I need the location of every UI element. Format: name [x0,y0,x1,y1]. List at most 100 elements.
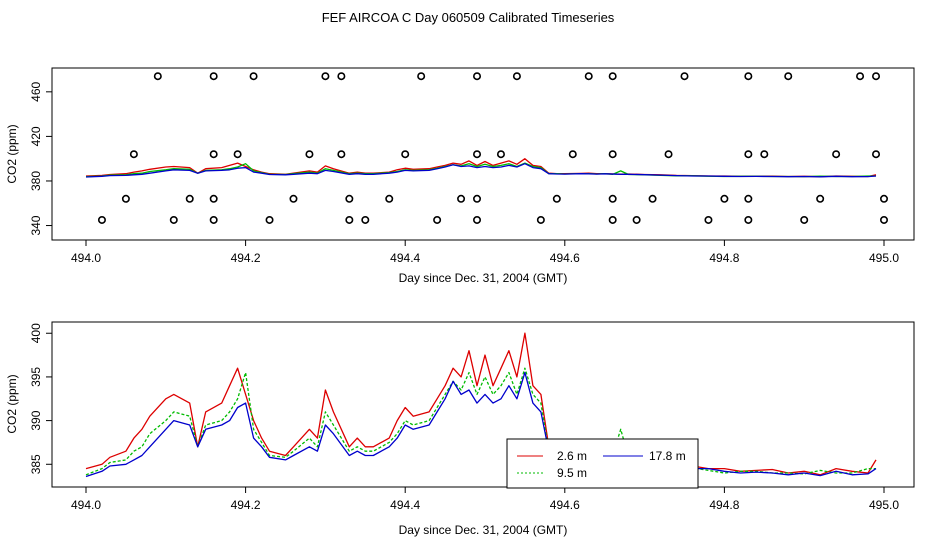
top-marker-point [97,215,106,224]
top-y-axis: 340 380 420 460 [29,81,52,236]
bottom-x-tick-label: 494.6 [550,498,580,512]
bottom-x-tick-label: 495.0 [869,498,899,512]
top-marker-point [473,194,482,203]
top-x-tick-label: 494.2 [231,251,261,265]
bottom-x-tick-label: 494.4 [390,498,420,512]
bottom-y-tick-label: 400 [29,323,43,343]
top-marker-point [744,150,753,159]
legend-box [506,438,699,489]
series-line-2-6-m [85,332,877,476]
top-marker-point [457,194,466,203]
top-marker-point [568,150,577,159]
top-plot-frame [51,67,915,241]
bottom-y-axis-label: CO2 (ppm) [5,374,19,433]
top-marker-point [473,72,482,81]
legend-label-9-5m: 9.5 m [557,466,587,480]
bottom-y-axis: 385 390 395 400 [29,323,52,474]
top-marker-point [433,215,442,224]
bottom-y-tick-label: 390 [29,410,43,430]
top-marker-point [345,194,354,203]
bottom-y-tick-label: 385 [29,454,43,474]
top-marker-point [872,72,881,81]
top-x-tick-label: 494.4 [390,251,420,265]
series-line-17-8-m [85,371,877,478]
top-marker-point [121,194,130,203]
top-marker-point [816,194,825,203]
top-marker-point [680,72,689,81]
top-marker-point [209,194,218,203]
top-series-line-17-8-m [85,163,877,178]
top-y-tick-label: 380 [29,171,43,191]
top-marker-point [473,150,482,159]
top-y-tick-label: 460 [29,81,43,101]
top-marker-point [129,150,138,159]
top-marker-point [608,72,617,81]
top-marker-point [664,150,673,159]
top-marker-point [608,215,617,224]
top-marker-point [233,150,242,159]
top-marker-point [361,215,370,224]
top-marker-point [608,150,617,159]
top-y-tick-label: 420 [29,126,43,146]
top-lines [85,158,877,178]
top-x-tick-label: 494.8 [709,251,739,265]
top-marker-point [385,194,394,203]
top-marker-point [185,194,194,203]
top-marker-point [153,72,162,81]
top-x-axis-label: Day since Dec. 31, 2004 (GMT) [399,271,568,285]
top-marker-point [744,72,753,81]
top-marker-point [584,72,593,81]
top-marker-point [744,215,753,224]
bottom-x-axis-label: Day since Dec. 31, 2004 (GMT) [399,523,568,537]
top-x-tick-label: 494.0 [71,251,101,265]
top-marker-point [496,150,505,159]
top-marker-point [800,215,809,224]
top-marker-point [648,194,657,203]
top-marker-point [760,150,769,159]
bottom-series-lines [85,332,877,478]
bottom-line-panel: 494.0 494.2 494.4 494.6 494.8 495.0 385 390 395… [5,321,915,537]
top-scatter-panel: 494.0 494.2 494.4 494.6 494.8 495.0 340 380 420… [5,67,915,285]
top-y-axis-label: CO2 (ppm) [5,124,19,183]
bottom-y-tick-label: 395 [29,367,43,387]
top-x-tick-label: 495.0 [869,251,899,265]
legend-label-2-6m: 2.6 m [557,449,587,463]
top-marker-point [209,150,218,159]
top-marker-point [632,215,641,224]
top-marker-point [784,72,793,81]
top-marker-point [872,150,881,159]
bottom-x-tick-label: 494.0 [71,498,101,512]
top-marker-point [552,194,561,203]
top-marker-point [879,194,888,203]
bottom-plot-frame [51,321,915,488]
bottom-x-tick-label: 494.2 [231,498,261,512]
top-marker-point [289,194,298,203]
top-marker-point [401,150,410,159]
top-marker-point [169,215,178,224]
top-marker-point [209,215,218,224]
top-marker-point [744,194,753,203]
bottom-x-axis: 494.0 494.2 494.4 494.6 494.8 495.0 [71,487,899,512]
top-marker-point [305,150,314,159]
top-marker-point [249,72,258,81]
top-marker-point [608,194,617,203]
top-marker-point [704,215,713,224]
top-marker-point [345,215,354,224]
top-x-tick-label: 494.6 [550,251,580,265]
top-x-axis: 494.0 494.2 494.4 494.6 494.8 495.0 [71,240,899,265]
legend-label-17-8m: 17.8 m [649,449,686,463]
top-marker-point [720,194,729,203]
figure-title: FEF AIRCOA C Day 060509 Calibrated Times… [322,10,615,25]
legend: 2.6 m 9.5 m 17.8 m [506,438,699,489]
top-marker-point [832,150,841,159]
bottom-x-tick-label: 494.8 [709,498,739,512]
top-marker-point [417,72,426,81]
top-marker-point [512,72,521,81]
top-marker-point [321,72,330,81]
top-marker-point [337,150,346,159]
top-y-tick-label: 340 [29,215,43,235]
top-markers [97,72,888,224]
top-marker-point [536,215,545,224]
top-marker-point [209,72,218,81]
